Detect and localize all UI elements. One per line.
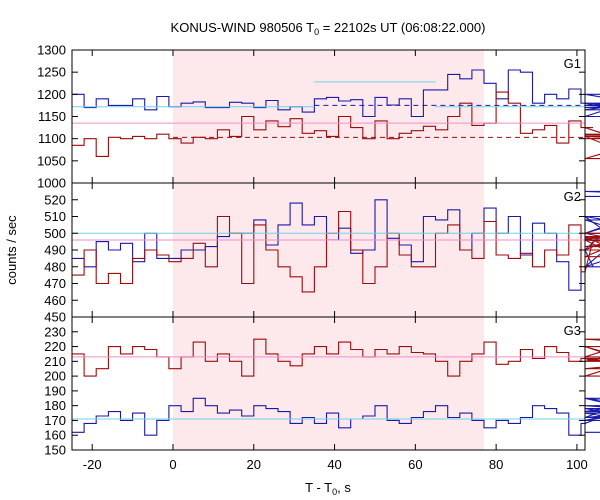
shaded-interval-layer xyxy=(172,50,485,450)
g3-y-tick-label: 180 xyxy=(44,398,66,413)
g2-y-tick-label: 500 xyxy=(44,226,66,241)
g1-y-tick-label: 1000 xyxy=(37,176,66,191)
x-tick-label: 80 xyxy=(489,457,503,472)
g2-y-tick-label: 460 xyxy=(44,293,66,308)
g3-y-tick-label: 150 xyxy=(44,443,66,458)
g2-y-tick-label: 490 xyxy=(44,243,66,258)
g1-y-tick-label: 1100 xyxy=(38,131,66,146)
x-axis-label: T - T0, s xyxy=(305,480,351,497)
x-tick-label: 60 xyxy=(408,457,422,472)
g3-series-red-line xyxy=(72,338,600,377)
tick-layer: 1000105011001150120012501300450460470480… xyxy=(37,43,588,473)
g1-y-tick-label: 1050 xyxy=(37,153,66,168)
g1-series-red-line xyxy=(72,91,600,160)
g3-y-tick-label: 230 xyxy=(44,324,66,339)
chart-title: KONUS-WIND 980506 T0 = 22102s UT (06:08:… xyxy=(171,20,486,37)
g3-panel-label: G3 xyxy=(564,323,581,338)
g3-series-blue-line xyxy=(72,397,600,436)
g1-y-tick-label: 1250 xyxy=(37,65,66,80)
g3-y-tick-label: 200 xyxy=(44,369,66,384)
g2-y-tick-label: 520 xyxy=(44,192,66,207)
x-tick-label: 20 xyxy=(247,457,261,472)
g3-y-tick-label: 210 xyxy=(44,354,66,369)
g3-y-tick-label: 170 xyxy=(44,413,66,428)
g2-y-tick-label: 510 xyxy=(44,209,66,224)
x-tick-label: 0 xyxy=(169,457,176,472)
x-tick-label: -20 xyxy=(83,457,102,472)
g2-series-blue-line xyxy=(72,190,600,291)
x-tick-label: 100 xyxy=(566,457,588,472)
g3-y-tick-label: 160 xyxy=(44,428,66,443)
x-tick-label: 40 xyxy=(327,457,341,472)
g1-y-tick-label: 1150 xyxy=(38,109,66,124)
g1-y-tick-label: 1300 xyxy=(37,43,66,58)
g3-y-tick-label: 220 xyxy=(44,339,66,354)
y-axis-label: counts / sec xyxy=(4,215,19,285)
g1-y-tick-label: 1200 xyxy=(37,87,66,102)
data-layer xyxy=(72,69,600,436)
g2-y-tick-label: 450 xyxy=(44,310,66,325)
shaded-interval xyxy=(172,50,485,450)
g1-panel-label: G1 xyxy=(564,56,581,71)
g2-y-tick-label: 470 xyxy=(44,276,66,291)
g3-y-tick-label: 190 xyxy=(44,383,66,398)
g3-frame xyxy=(71,316,586,451)
g2-y-tick-label: 480 xyxy=(44,259,66,274)
g2-panel-label: G2 xyxy=(564,189,581,204)
